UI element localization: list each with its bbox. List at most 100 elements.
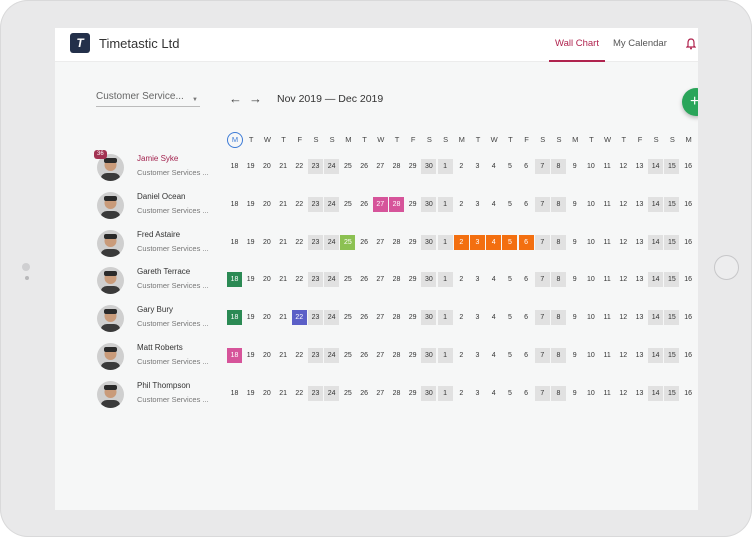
date-cell[interactable]: 9: [572, 314, 577, 322]
date-cell[interactable]: 7: [534, 310, 550, 326]
leave-cell[interactable]: 6: [518, 234, 534, 250]
date-cell[interactable]: 6: [524, 352, 529, 359]
leave-cell[interactable]: 27: [372, 196, 388, 212]
date-cell[interactable]: 5: [507, 389, 512, 397]
date-cell[interactable]: 10: [586, 200, 595, 208]
date-cell[interactable]: 25: [343, 389, 352, 397]
date-cell[interactable]: 10: [586, 352, 595, 359]
date-cell[interactable]: 23: [308, 159, 323, 174]
date-cell[interactable]: 19: [246, 238, 255, 246]
date-cell[interactable]: 18: [230, 200, 239, 208]
date-cell[interactable]: 7: [534, 234, 550, 250]
date-cell[interactable]: 23: [308, 234, 323, 250]
leave-cell[interactable]: 18: [227, 310, 242, 326]
date-cell[interactable]: 21: [279, 314, 287, 322]
date-cell[interactable]: 20: [262, 352, 271, 359]
date-cell[interactable]: 10: [586, 314, 595, 322]
date-cell[interactable]: 6: [524, 314, 529, 322]
leave-cell[interactable]: 4: [486, 234, 502, 250]
date-cell[interactable]: 5: [507, 314, 512, 322]
leave-cell[interactable]: 22: [291, 310, 307, 326]
date-cell[interactable]: 23: [308, 272, 323, 288]
date-cell[interactable]: 15: [664, 385, 680, 401]
date-cell[interactable]: 8: [551, 159, 566, 174]
person-avatar-icon[interactable]: [97, 380, 124, 408]
date-cell[interactable]: 29: [408, 163, 417, 170]
date-cell[interactable]: 7: [534, 272, 550, 288]
date-cell[interactable]: 23: [308, 348, 323, 363]
date-cell[interactable]: 16: [684, 238, 692, 246]
date-cell[interactable]: 30: [421, 159, 437, 174]
date-cell[interactable]: 20: [262, 238, 271, 246]
date-cell[interactable]: 24: [324, 196, 340, 212]
date-cell[interactable]: 11: [603, 163, 611, 170]
date-cell[interactable]: 29: [408, 314, 417, 322]
date-cell[interactable]: 20: [262, 314, 271, 322]
timetastic-logo-icon[interactable]: T: [70, 33, 90, 53]
date-cell[interactable]: 23: [308, 196, 323, 212]
date-cell[interactable]: 9: [572, 200, 577, 208]
date-cell[interactable]: 13: [635, 314, 644, 322]
date-cell[interactable]: 30: [421, 310, 437, 326]
date-cell[interactable]: 14: [648, 272, 664, 288]
date-cell[interactable]: 16: [684, 389, 692, 397]
person-avatar-icon[interactable]: [97, 267, 124, 295]
date-cell[interactable]: 29: [408, 276, 417, 284]
date-cell[interactable]: 28: [392, 276, 401, 284]
date-cell[interactable]: 12: [619, 238, 628, 246]
leave-cell[interactable]: 3: [470, 234, 485, 250]
date-cell[interactable]: 25: [343, 276, 352, 284]
date-cell[interactable]: 4: [491, 163, 496, 170]
date-cell[interactable]: 28: [392, 352, 401, 359]
date-cell[interactable]: 14: [648, 234, 664, 250]
person-name[interactable]: Daniel Ocean: [137, 191, 186, 201]
date-cell[interactable]: 11: [603, 238, 611, 246]
date-cell[interactable]: 15: [664, 310, 680, 326]
date-cell[interactable]: 13: [635, 163, 644, 170]
date-cell[interactable]: 3: [475, 314, 480, 322]
date-cell[interactable]: 19: [246, 163, 255, 170]
date-cell[interactable]: 8: [551, 348, 566, 363]
date-cell[interactable]: 4: [491, 314, 496, 322]
leave-cell[interactable]: 25: [340, 234, 356, 250]
date-cell[interactable]: 19: [246, 352, 255, 359]
date-cell[interactable]: 2: [459, 200, 464, 208]
date-cell[interactable]: 15: [664, 348, 680, 363]
date-cell[interactable]: 28: [392, 238, 401, 246]
date-cell[interactable]: 14: [648, 196, 664, 212]
person-name[interactable]: Fred Astaire: [137, 229, 181, 239]
nav-my-calendar[interactable]: My Calendar: [613, 38, 667, 49]
date-cell[interactable]: 29: [408, 389, 417, 397]
date-cell[interactable]: 7: [534, 385, 550, 401]
date-cell[interactable]: 6: [524, 276, 529, 284]
date-cell[interactable]: 11: [603, 389, 611, 397]
date-cell[interactable]: 27: [376, 389, 385, 397]
date-cell[interactable]: 12: [619, 314, 628, 322]
date-cell[interactable]: 27: [376, 163, 385, 170]
date-cell[interactable]: 22: [295, 200, 304, 208]
date-cell[interactable]: 8: [551, 196, 566, 212]
date-cell[interactable]: 7: [534, 159, 550, 174]
date-cell[interactable]: 30: [421, 348, 437, 363]
date-cell[interactable]: 26: [360, 314, 368, 322]
date-cell[interactable]: 7: [534, 348, 550, 363]
date-cell[interactable]: 21: [279, 200, 287, 208]
leave-cell[interactable]: 2: [453, 234, 469, 250]
date-cell[interactable]: 28: [392, 314, 401, 322]
date-cell[interactable]: 9: [572, 276, 577, 284]
date-cell[interactable]: 25: [343, 352, 352, 359]
date-cell[interactable]: 20: [262, 200, 271, 208]
date-cell[interactable]: 5: [507, 163, 512, 170]
date-cell[interactable]: 20: [262, 389, 271, 397]
date-cell[interactable]: 21: [279, 352, 287, 359]
person-name[interactable]: Gary Bury: [137, 305, 174, 315]
date-cell[interactable]: 1: [437, 385, 453, 401]
date-cell[interactable]: 3: [475, 163, 480, 170]
date-cell[interactable]: 15: [664, 159, 680, 174]
date-cell[interactable]: 1: [437, 310, 453, 326]
date-cell[interactable]: 23: [308, 385, 323, 401]
date-cell[interactable]: 2: [459, 163, 464, 170]
date-cell[interactable]: 5: [507, 200, 512, 208]
person-avatar-icon[interactable]: [97, 305, 124, 333]
nav-wall-chart[interactable]: Wall Chart: [549, 28, 605, 62]
